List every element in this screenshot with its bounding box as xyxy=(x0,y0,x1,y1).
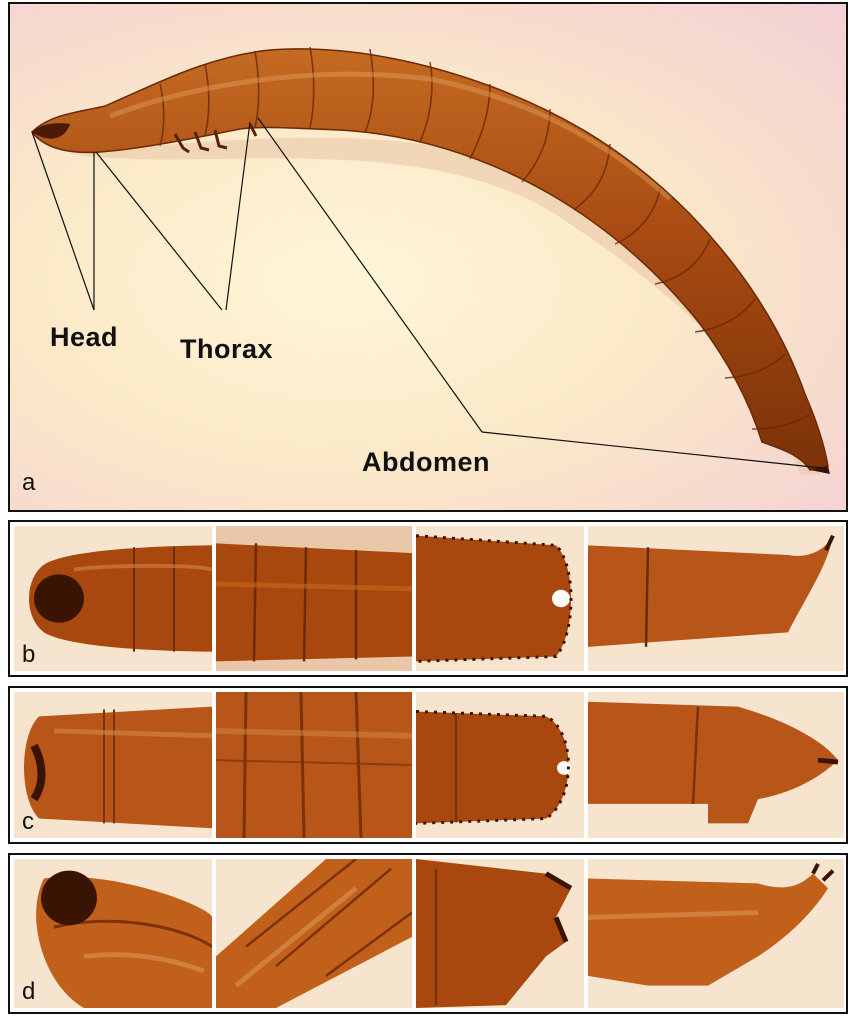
closeup-tail-lateral-b xyxy=(588,526,844,671)
panel-c-closeups: c xyxy=(8,686,848,844)
larva-tail-tip xyxy=(810,466,830,474)
panel-letter-c: c xyxy=(22,808,34,835)
panel-d-closeups: d xyxy=(8,853,848,1014)
closeup-head-c xyxy=(14,692,212,838)
larva-illustration xyxy=(31,46,830,474)
segment-lines xyxy=(159,46,811,430)
panel-letter-d: d xyxy=(22,978,36,1005)
closeup-tail-lateral-c xyxy=(588,692,844,838)
closeup-thorax-d xyxy=(216,859,412,1008)
closeup-thorax-b xyxy=(216,526,412,671)
closeup-thorax-c xyxy=(216,692,412,838)
panel-letter-b: b xyxy=(22,641,36,668)
closeup-tail-dorsal-b xyxy=(416,526,584,671)
larva-body xyxy=(31,48,829,471)
head-label: Head xyxy=(50,322,119,352)
closeup-tail-dorsal-d xyxy=(416,859,584,1008)
panel-b-closeups: b xyxy=(8,520,848,677)
pointer-lines xyxy=(31,117,823,469)
closeup-head-d xyxy=(14,859,212,1008)
closeup-tail-lateral-d xyxy=(588,859,844,1008)
thorax-label: Thorax xyxy=(180,334,274,364)
larva-legs xyxy=(173,123,258,154)
closeup-head-b xyxy=(14,526,212,671)
abdomen-label: Abdomen xyxy=(362,447,490,477)
larva-head-tip xyxy=(32,123,70,139)
closeup-tail-dorsal-c xyxy=(416,692,584,838)
panel-a-whole-larva: Head Thorax Abdomen a xyxy=(8,2,848,512)
panel-letter-a: a xyxy=(22,469,36,496)
